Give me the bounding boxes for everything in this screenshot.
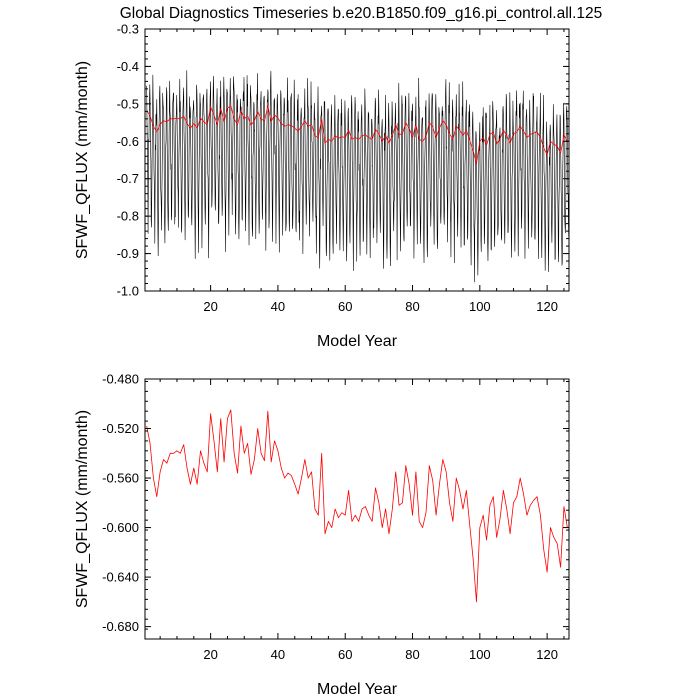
x-tick-label: 80 bbox=[405, 647, 419, 662]
x-tick-label: 40 bbox=[271, 299, 285, 314]
y-axis-label: SFWF_QFLUX (mm/month) bbox=[74, 61, 91, 259]
y-tick-label: -0.640 bbox=[102, 570, 139, 585]
x-axis-label: Model Year bbox=[317, 333, 398, 350]
y-tick-label: -0.480 bbox=[102, 372, 139, 387]
y-tick-label: -0.560 bbox=[102, 471, 139, 486]
x-tick-label: 100 bbox=[469, 299, 491, 314]
x-tick-label: 120 bbox=[536, 647, 558, 662]
x-tick-label: 100 bbox=[469, 647, 491, 662]
y-tick-label: -0.5 bbox=[117, 96, 139, 111]
annual-mean-series-line bbox=[146, 105, 568, 165]
plot-frame bbox=[144, 28, 570, 292]
y-tick-label: -0.9 bbox=[117, 246, 139, 261]
y-tick-label: -0.3 bbox=[117, 22, 139, 37]
y-tick-label: -1.0 bbox=[117, 284, 139, 299]
x-tick-label: 40 bbox=[271, 647, 285, 662]
y-tick-label: -0.8 bbox=[117, 209, 139, 224]
x-tick-label: 20 bbox=[203, 299, 217, 314]
y-tick-label: -0.520 bbox=[102, 421, 139, 436]
bottom-timeseries-panel: 20 40 60 80 100 120 -0.680 -0.640 -0.600 -0.560 -0… bbox=[74, 372, 570, 698]
y-tick-label: -0.600 bbox=[102, 520, 139, 535]
x-tick-label: 20 bbox=[203, 647, 217, 662]
x-tick-label: 60 bbox=[338, 299, 352, 314]
x-tick-label: 80 bbox=[405, 299, 419, 314]
y-axis-label: SFWF_QFLUX (mm/month) bbox=[74, 410, 91, 608]
y-tick-label: -0.7 bbox=[117, 171, 139, 186]
x-axis-label: Model Year bbox=[317, 681, 398, 698]
annual-mean-series-line bbox=[146, 409, 568, 603]
monthly-series-line bbox=[146, 70, 569, 283]
x-tick-label: 60 bbox=[338, 647, 352, 662]
plot-frame bbox=[144, 378, 570, 640]
y-tick-label: -0.4 bbox=[117, 59, 139, 74]
chart-title: Global Diagnostics Timeseries b.e20.B185… bbox=[120, 5, 603, 22]
y-tick-label: -0.6 bbox=[117, 134, 139, 149]
x-tick-label: 120 bbox=[536, 299, 558, 314]
top-timeseries-panel: 20 40 60 80 100 120 -1.0 -0.9 -0.8 -0.7 -0.6 -0.5 -0… bbox=[74, 22, 570, 350]
y-tick-label: -0.680 bbox=[102, 619, 139, 634]
